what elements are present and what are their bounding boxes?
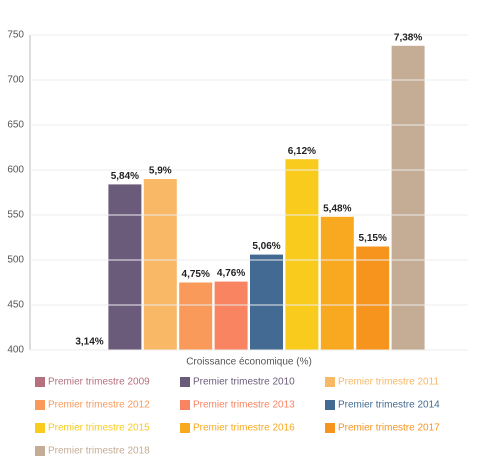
x-axis-title: Croissance économique (%) (186, 357, 312, 368)
bar (285, 159, 319, 350)
legend-label: Premier trimestre 2014 (338, 400, 440, 411)
bar (320, 216, 354, 350)
legend-swatch (180, 377, 190, 387)
legend-label: Premier trimestre 2018 (48, 446, 150, 457)
legend-item[interactable]: Premier trimestre 2018 (35, 446, 150, 457)
legend-swatch (180, 423, 190, 433)
legend-item[interactable]: Premier trimestre 2017 (325, 423, 440, 434)
value-label: 3,14% (75, 337, 103, 348)
legend-label: Premier trimestre 2017 (338, 423, 440, 434)
value-label: 6,12% (288, 146, 316, 157)
y-tick-label: 450 (7, 300, 24, 311)
legend-item[interactable]: Premier trimestre 2011 (325, 377, 439, 388)
legend-label: Premier trimestre 2010 (193, 377, 295, 388)
bar (356, 246, 390, 350)
legend-swatch (35, 377, 45, 387)
value-label: 5,9% (149, 166, 172, 177)
y-tick-label: 550 (7, 210, 24, 221)
legend-item[interactable]: Premier trimestre 2015 (35, 423, 150, 434)
plot-area (73, 45, 425, 427)
legend-swatch (325, 377, 335, 387)
y-tick-label: 700 (7, 75, 24, 86)
value-label: 7,38% (394, 32, 422, 43)
bar (250, 254, 283, 350)
legend-swatch (180, 400, 190, 410)
bar (73, 350, 106, 427)
value-label: 5,48% (323, 203, 351, 214)
legend-swatch (325, 400, 335, 410)
legend-label: Premier trimestre 2016 (193, 423, 295, 434)
bar (179, 282, 213, 350)
bar (214, 281, 248, 350)
legend-item[interactable]: Premier trimestre 2016 (180, 423, 295, 434)
legend-label: Premier trimestre 2011 (338, 377, 439, 388)
legend-swatch (35, 446, 45, 456)
y-tick-label: 400 (7, 345, 24, 356)
value-label: 5,84% (111, 171, 139, 182)
legend-item[interactable]: Premier trimestre 2010 (180, 377, 295, 388)
legend-item[interactable]: Premier trimestre 2009 (35, 377, 150, 388)
bar (143, 179, 177, 350)
legend-item[interactable]: Premier trimestre 2014 (325, 400, 440, 411)
legend-item[interactable]: Premier trimestre 2012 (35, 400, 150, 411)
y-tick-label: 600 (7, 165, 24, 176)
legend-item[interactable]: Premier trimestre 2013 (180, 400, 295, 411)
legend-label: Premier trimestre 2009 (48, 377, 150, 388)
y-tick-label: 750 (7, 30, 24, 41)
legend-swatch (325, 423, 335, 433)
value-label: 4,75% (182, 269, 210, 280)
y-tick-label: 650 (7, 120, 24, 131)
legend-label: Premier trimestre 2015 (48, 423, 150, 434)
legend-swatch (35, 423, 45, 433)
legend-label: Premier trimestre 2013 (193, 400, 295, 411)
legend-swatch (35, 400, 45, 410)
bar (391, 45, 425, 350)
legend-label: Premier trimestre 2012 (48, 400, 150, 411)
value-label: 5,06% (252, 241, 280, 252)
bar (108, 184, 142, 350)
value-label: 4,76% (217, 268, 245, 279)
y-tick-label: 500 (7, 255, 24, 266)
value-label: 5,15% (359, 233, 387, 244)
